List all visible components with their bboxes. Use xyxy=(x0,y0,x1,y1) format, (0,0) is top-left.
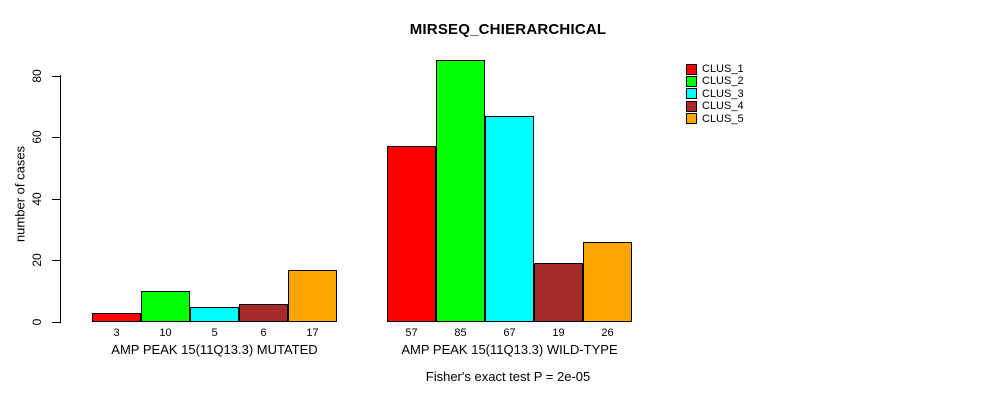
y-axis-tick-mark xyxy=(52,137,60,139)
group-label: AMP PEAK 15(11Q13.3) MUTATED xyxy=(111,342,318,357)
bar-value-label: 85 xyxy=(454,327,467,339)
legend-label: CLUS_1 xyxy=(702,63,744,75)
bar-value-label: 57 xyxy=(405,327,418,339)
y-axis-tick-label: 40 xyxy=(30,192,44,206)
y-axis-tick-label: 60 xyxy=(30,130,44,144)
y-axis-tick-mark xyxy=(52,260,60,262)
bar-clus_1 xyxy=(387,146,436,322)
y-axis-label: number of cases xyxy=(12,145,28,243)
bar-clus_2 xyxy=(141,291,190,322)
bar-clus_1 xyxy=(92,312,141,322)
legend-swatch-clus_2 xyxy=(686,75,697,87)
y-axis-tick-mark xyxy=(52,322,60,323)
bar-clus_4 xyxy=(239,303,288,322)
bar-clus_5 xyxy=(583,241,632,322)
legend-swatch-clus_1 xyxy=(686,63,697,75)
bar-value-label: 17 xyxy=(306,327,319,339)
y-axis-line xyxy=(60,75,61,323)
chart-title: MIRSEQ_CHIERARCHICAL xyxy=(409,21,607,38)
bar-value-label: 6 xyxy=(260,327,267,339)
bar-clus_3 xyxy=(190,306,239,322)
bar-value-label: 19 xyxy=(552,327,565,339)
bar-value-label: 3 xyxy=(113,327,120,339)
y-axis-tick-mark xyxy=(52,198,60,200)
legend-label: CLUS_5 xyxy=(702,112,744,125)
bar-clus_4 xyxy=(534,263,583,322)
bar-clus_5 xyxy=(288,269,337,322)
bar-clus_3 xyxy=(485,115,534,322)
bar-clus_2 xyxy=(436,60,485,322)
legend-label: CLUS_2 xyxy=(702,75,744,88)
y-axis-tick-label: 0 xyxy=(30,318,44,326)
y-axis-tick-mark xyxy=(52,75,60,77)
bar-value-label: 26 xyxy=(601,327,614,339)
y-axis-tick-label: 80 xyxy=(30,68,44,83)
legend-swatch-clus_3 xyxy=(686,88,697,100)
legend-swatch-clus_5 xyxy=(686,113,697,125)
annotation-text: Fisher's exact test P = 2e-05 xyxy=(425,369,591,384)
group-label: AMP PEAK 15(11Q13.3) WILD-TYPE xyxy=(401,342,618,357)
legend-label: CLUS_4 xyxy=(702,100,744,113)
legend-swatch-clus_4 xyxy=(686,100,697,112)
bar-value-label: 5 xyxy=(211,327,218,339)
legend-label: CLUS_3 xyxy=(702,87,744,100)
bar-value-label: 67 xyxy=(503,327,516,339)
bar-value-label: 10 xyxy=(159,327,172,339)
y-axis-tick-label: 20 xyxy=(30,253,44,268)
